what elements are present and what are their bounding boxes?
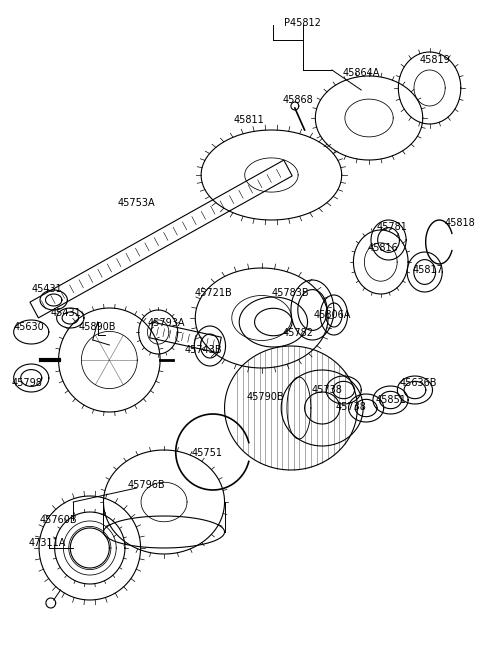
Text: 45868: 45868 — [282, 95, 313, 105]
Text: 45811: 45811 — [234, 115, 264, 125]
Text: 45816: 45816 — [367, 243, 398, 253]
Text: 45753A: 45753A — [118, 198, 156, 208]
Text: 45783B: 45783B — [271, 288, 309, 298]
Text: 45630: 45630 — [14, 322, 45, 332]
Text: 45819: 45819 — [420, 55, 451, 65]
Text: P45812: P45812 — [284, 18, 321, 28]
Text: 45796B: 45796B — [128, 480, 165, 490]
Text: 45743B: 45743B — [184, 345, 222, 355]
Text: 45790B: 45790B — [247, 392, 284, 402]
Text: 45431: 45431 — [32, 284, 62, 294]
Text: 45738: 45738 — [336, 402, 367, 412]
Text: 45851: 45851 — [375, 395, 406, 405]
Text: 45751: 45751 — [192, 448, 222, 458]
Text: 45817: 45817 — [412, 265, 443, 275]
Text: 45806A: 45806A — [313, 310, 350, 320]
Text: 45864A: 45864A — [343, 68, 380, 78]
Text: 45782: 45782 — [282, 328, 313, 338]
Text: 45721B: 45721B — [194, 288, 232, 298]
Text: 45636B: 45636B — [399, 378, 437, 388]
Text: 45890B: 45890B — [79, 322, 116, 332]
Text: 45818: 45818 — [444, 218, 475, 228]
Text: 47311A: 47311A — [28, 538, 66, 548]
Text: 45760B: 45760B — [40, 515, 77, 525]
Text: 45793A: 45793A — [147, 318, 185, 328]
Text: 45781: 45781 — [377, 222, 408, 232]
Text: 45431: 45431 — [51, 308, 82, 318]
Text: 45798: 45798 — [12, 378, 43, 388]
Text: 45738: 45738 — [312, 385, 343, 395]
